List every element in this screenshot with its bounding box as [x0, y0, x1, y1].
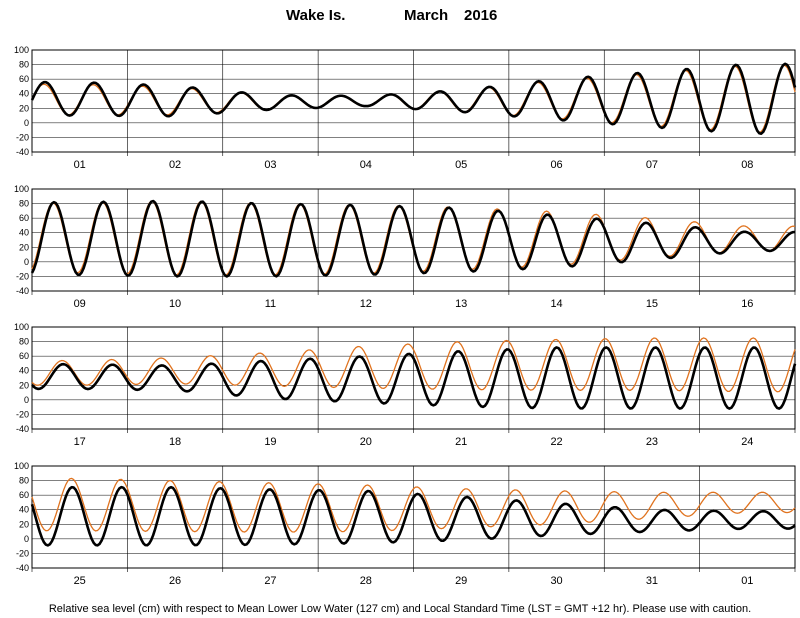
observed-sea-level-line — [31, 346, 797, 410]
x-tick-label: 16 — [741, 298, 753, 310]
y-tick-label: 80 — [19, 476, 29, 486]
panel-frame — [31, 465, 796, 569]
tide-panel: 100 80 60 40 20 0 -20 -40 01 02 03 04 05 06 07 08 — [14, 45, 797, 171]
y-tick-label: -20 — [16, 409, 29, 419]
panel-frame — [31, 49, 796, 153]
y-tick-label: -20 — [16, 132, 29, 142]
x-tick-label: 20 — [360, 436, 372, 448]
x-tick-label: 06 — [550, 159, 562, 171]
y-tick-label: 40 — [19, 366, 29, 376]
x-tick-label: 01 — [74, 159, 86, 171]
x-tick-label: 07 — [646, 159, 658, 171]
x-tick-label: 15 — [646, 298, 658, 310]
x-tick-label: 18 — [169, 436, 181, 448]
predicted-tide-line — [31, 477, 796, 533]
y-tick-label: 0 — [24, 395, 29, 405]
observed-sea-level-line — [30, 485, 796, 547]
y-tick-label: 20 — [19, 103, 29, 113]
y-tick-label: -20 — [16, 548, 29, 558]
x-tick-label: 12 — [360, 298, 372, 310]
x-tick-label: 01 — [741, 575, 753, 587]
y-tick-label: 60 — [19, 213, 29, 223]
x-tick-label: 26 — [169, 575, 181, 587]
tide-panel: 100 80 60 40 20 0 -20 -40 09 10 11 12 13 14 15 16 — [14, 184, 796, 310]
x-tick-label: 13 — [455, 298, 467, 310]
x-tick-label: 25 — [74, 575, 86, 587]
title-month: March — [404, 7, 448, 24]
y-tick-label: 100 — [14, 461, 29, 471]
x-tick-label: 03 — [264, 159, 276, 171]
tide-panel: 100 80 60 40 20 0 -20 -40 25 26 27 28 29 30 31 01 — [14, 461, 796, 587]
y-tick-label: -40 — [16, 286, 29, 296]
y-tick-label: 20 — [19, 380, 29, 390]
y-tick-label: 80 — [19, 337, 29, 347]
x-tick-label: 27 — [264, 575, 276, 587]
x-tick-label: 30 — [550, 575, 562, 587]
y-tick-label: 80 — [19, 199, 29, 209]
x-tick-label: 31 — [646, 575, 658, 587]
y-tick-label: -40 — [16, 424, 29, 434]
y-tick-label: 0 — [24, 257, 29, 267]
x-tick-label: 11 — [265, 298, 276, 310]
y-tick-label: -40 — [16, 147, 29, 157]
y-tick-label: 60 — [19, 74, 29, 84]
y-tick-label: 40 — [19, 228, 29, 238]
y-tick-label: -20 — [16, 271, 29, 281]
panel-frame — [31, 326, 796, 430]
y-tick-label: 20 — [19, 519, 29, 529]
observed-sea-level-line — [30, 199, 796, 278]
x-tick-label: 22 — [550, 436, 562, 448]
chart-footnote: Relative sea level (cm) with respect to … — [49, 603, 751, 615]
x-tick-label: 23 — [646, 436, 658, 448]
y-tick-label: 40 — [19, 505, 29, 515]
title-station: Wake Is. — [286, 7, 345, 24]
x-tick-label: 09 — [74, 298, 86, 310]
x-tick-label: 08 — [741, 159, 753, 171]
title-year: 2016 — [464, 7, 497, 24]
y-tick-label: 80 — [19, 60, 29, 70]
x-tick-label: 21 — [455, 436, 467, 448]
x-tick-label: 28 — [360, 575, 372, 587]
y-tick-label: 40 — [19, 89, 29, 99]
y-tick-label: 100 — [14, 322, 29, 332]
x-tick-label: 14 — [550, 298, 562, 310]
x-tick-label: 29 — [455, 575, 467, 587]
y-tick-label: 100 — [14, 184, 29, 194]
panel-frame — [31, 188, 796, 292]
chart-title: Wake Is. March 2016 — [286, 7, 497, 24]
x-tick-label: 02 — [169, 159, 181, 171]
x-tick-label: 17 — [74, 436, 86, 448]
x-tick-label: 19 — [264, 436, 276, 448]
y-tick-label: 20 — [19, 242, 29, 252]
y-tick-label: 0 — [24, 118, 29, 128]
y-tick-label: 0 — [24, 534, 29, 544]
observed-sea-level-line — [30, 62, 797, 135]
y-tick-label: 60 — [19, 490, 29, 500]
tide-panel: 100 80 60 40 20 0 -20 -40 17 18 19 20 21 22 23 24 — [14, 322, 797, 448]
predicted-tide-line — [31, 337, 796, 393]
x-tick-label: 10 — [169, 298, 181, 310]
x-tick-label: 04 — [360, 159, 372, 171]
y-tick-label: -40 — [16, 563, 29, 573]
y-tick-label: 100 — [14, 45, 29, 55]
x-tick-label: 24 — [741, 436, 753, 448]
y-tick-label: 60 — [19, 351, 29, 361]
x-tick-label: 05 — [455, 159, 467, 171]
